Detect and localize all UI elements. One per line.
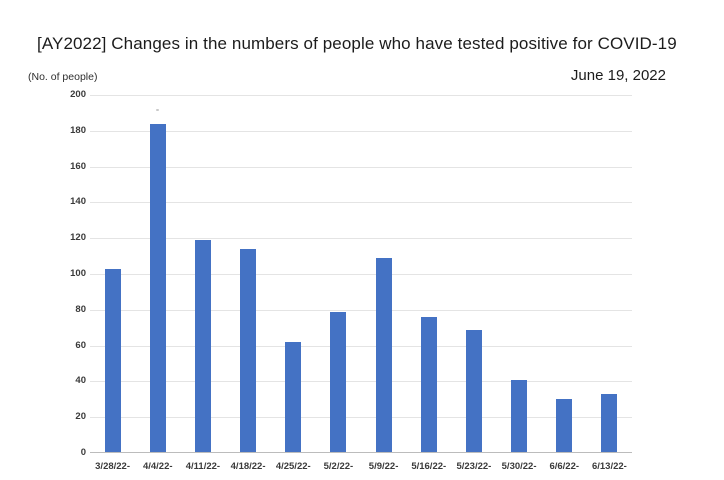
x-tick-label: 4/18/22- xyxy=(230,461,266,472)
gridline xyxy=(90,95,632,96)
y-tick-label: 40 xyxy=(75,375,86,387)
stray-mark xyxy=(156,109,159,111)
x-tick-label: 5/30/22- xyxy=(501,461,537,472)
y-tick-label: 180 xyxy=(70,124,86,136)
chart-bar xyxy=(556,399,573,452)
chart-bar xyxy=(375,257,392,452)
plot-area xyxy=(90,95,632,453)
gridline xyxy=(90,238,632,240)
x-tick-label: 3/28/22- xyxy=(95,461,131,472)
chart-bar xyxy=(104,268,121,452)
x-tick-label: 4/4/22- xyxy=(142,461,173,472)
chart-bar xyxy=(465,329,482,452)
gridline xyxy=(90,166,632,168)
y-tick-label: 120 xyxy=(70,232,86,244)
gridline xyxy=(90,274,632,275)
y-axis-unit-label: (No. of people) xyxy=(28,71,98,83)
chart-bar xyxy=(601,393,618,452)
chart-bar xyxy=(194,240,211,452)
gridline xyxy=(90,345,632,347)
x-tick-label: 6/6/22- xyxy=(549,461,580,472)
x-tick-label: 6/13/22- xyxy=(591,461,627,472)
y-tick-label: 0 xyxy=(80,447,86,458)
y-tick-label: 140 xyxy=(70,196,86,208)
gridline xyxy=(90,309,632,311)
y-tick-label: 80 xyxy=(75,303,86,315)
chart-title: [AY2022] Changes in the numbers of peopl… xyxy=(37,34,677,53)
y-tick-label: 200 xyxy=(70,89,86,100)
gridline xyxy=(90,202,632,204)
gridline xyxy=(90,381,632,383)
chart-bar xyxy=(511,379,528,452)
x-tick-label: 4/11/22- xyxy=(185,461,221,472)
date-annotation: June 19, 2022 xyxy=(570,67,666,84)
gridline xyxy=(90,417,632,419)
y-tick-label: 60 xyxy=(75,339,86,351)
x-axis-line xyxy=(90,452,632,453)
chart-bar xyxy=(420,316,437,452)
chart-bar xyxy=(330,311,347,452)
x-tick-label: 5/23/22- xyxy=(456,461,492,472)
chart-bar xyxy=(285,342,302,452)
y-tick-label: 160 xyxy=(70,160,86,172)
x-tick-label: 5/9/22- xyxy=(368,461,399,472)
x-tick-label: 4/25/22- xyxy=(275,461,311,472)
chart-bar xyxy=(240,248,257,452)
x-tick-label: 5/16/22- xyxy=(411,461,447,472)
y-tick-label: 100 xyxy=(70,268,86,279)
chart-bar xyxy=(149,123,166,452)
gridline xyxy=(90,130,632,132)
y-tick-label: 20 xyxy=(75,411,86,423)
x-tick-label: 5/2/22- xyxy=(323,461,354,472)
